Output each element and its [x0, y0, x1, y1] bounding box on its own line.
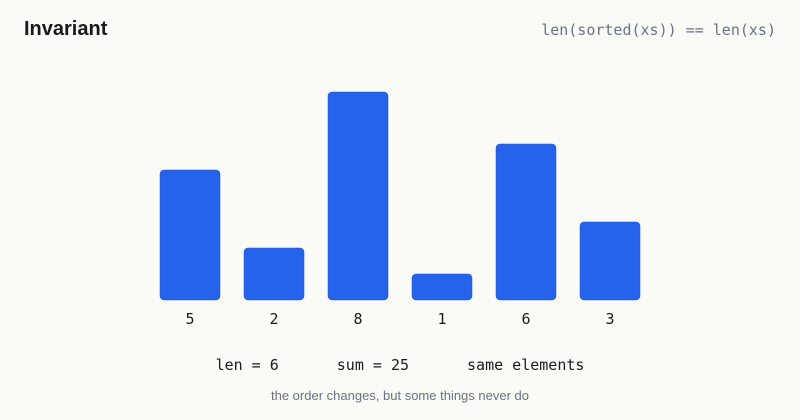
stats-row: len = 6 sum = 25 same elements	[0, 356, 800, 374]
bar-chart: 5 2 8 1 6 3	[159, 91, 641, 328]
bar-label-0: 5	[185, 310, 194, 328]
sum-stat: sum = 25	[336, 356, 410, 374]
invariant-formula: len(sorted(xs)) == len(xs)	[541, 21, 776, 39]
len-stat: len = 6	[215, 356, 279, 374]
bar-0	[159, 169, 221, 301]
caption: the order changes, but some things never…	[271, 388, 529, 403]
same-elements-stat: same elements	[467, 356, 585, 374]
bar-label-5: 3	[605, 310, 614, 328]
bar-1	[243, 247, 305, 301]
bar-label-3: 1	[437, 310, 446, 328]
bar-label-2: 8	[353, 310, 362, 328]
page-title: Invariant	[24, 18, 108, 40]
bar-label-4: 6	[521, 310, 530, 328]
bar-3	[411, 273, 473, 301]
bar-label-1: 2	[269, 310, 278, 328]
bar-4	[495, 143, 557, 301]
bar-5	[579, 221, 641, 301]
bar-2	[327, 91, 389, 301]
